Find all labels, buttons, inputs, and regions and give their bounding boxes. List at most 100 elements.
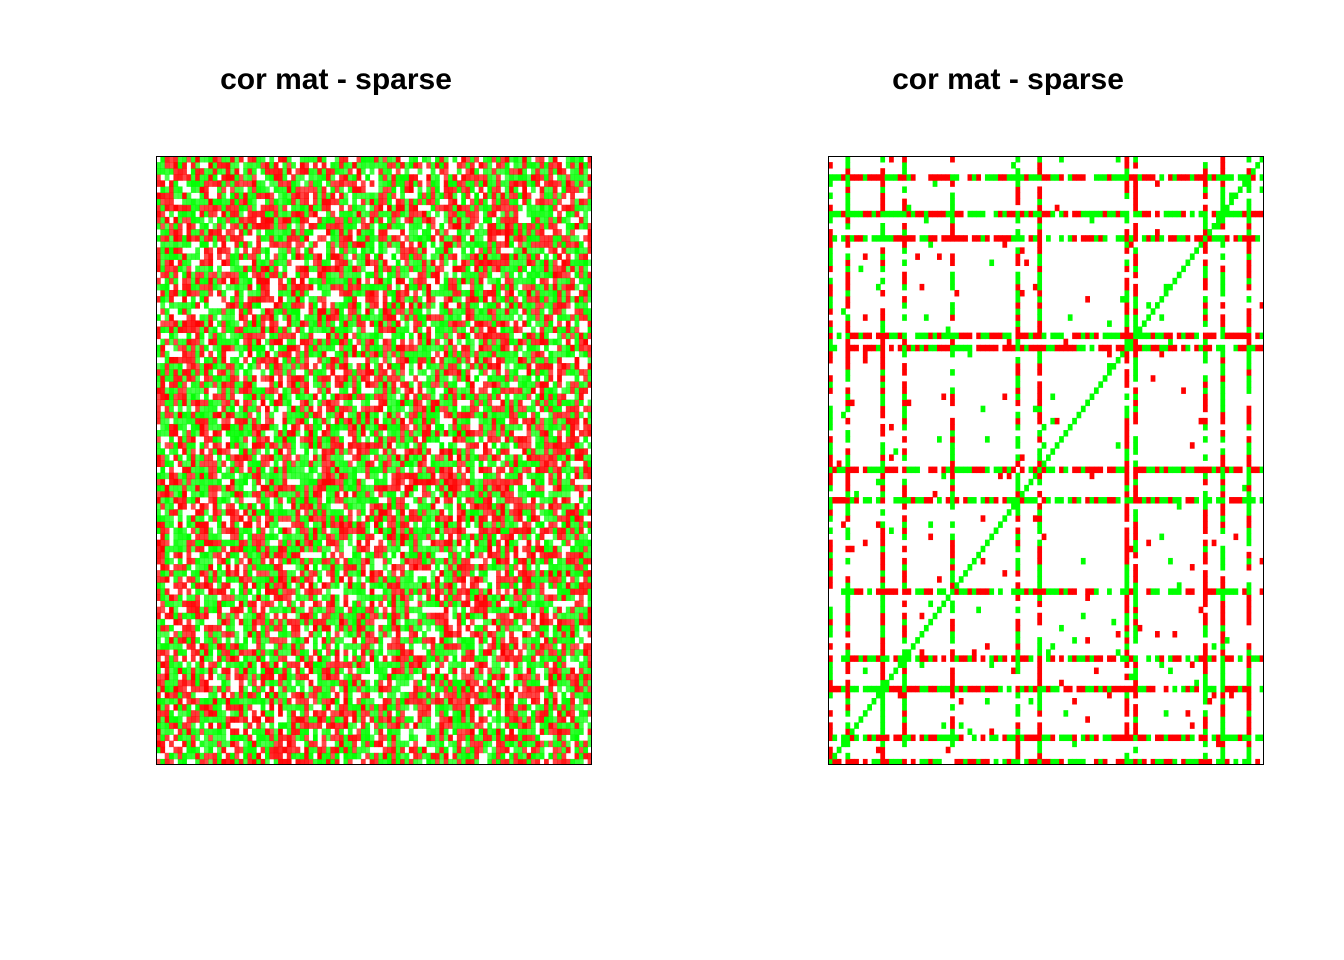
- heatmap-cell: [299, 564, 305, 571]
- heatmap-cell: [496, 734, 501, 742]
- heatmap-cell: [365, 685, 371, 693]
- heatmap-cell: [286, 752, 292, 760]
- heatmap-cell: [522, 734, 527, 742]
- heatmap-cell: [404, 740, 410, 748]
- heatmap-cell: [565, 649, 571, 656]
- heatmap-cell: [199, 698, 205, 705]
- heatmap-cell: [548, 454, 554, 461]
- heatmap-cell: [321, 594, 327, 601]
- heatmap-cell: [469, 484, 475, 492]
- heatmap-cell: [439, 722, 445, 729]
- heatmap-cell: [247, 448, 253, 455]
- heatmap-cell: [365, 527, 371, 534]
- heatmap-cell: [496, 576, 501, 583]
- heatmap-cell: [169, 691, 174, 699]
- heatmap-cell: [565, 436, 571, 443]
- heatmap-cell: [469, 515, 475, 522]
- heatmap-cell: [321, 716, 327, 723]
- heatmap-cell: [278, 667, 283, 675]
- heatmap-cell: [256, 734, 262, 742]
- heatmap-cell: [326, 490, 331, 498]
- heatmap-cell: [483, 716, 488, 723]
- heatmap-cell: [304, 557, 309, 565]
- heatmap-cell: [334, 716, 340, 723]
- heatmap-cell: [578, 509, 584, 516]
- heatmap-cell: [195, 588, 200, 595]
- heatmap-cell: [417, 557, 423, 565]
- heatmap-cell: [574, 509, 580, 516]
- heatmap-cell: [587, 582, 592, 589]
- heatmap-cell: [504, 411, 510, 419]
- heatmap-cell: [312, 430, 318, 437]
- heatmap-cell: [465, 758, 471, 765]
- heatmap-cells: [156, 156, 592, 765]
- heatmap-cell: [360, 746, 366, 754]
- heatmap-cell: [478, 527, 484, 534]
- heatmap-cell: [513, 387, 519, 394]
- heatmap-cell: [391, 728, 397, 735]
- heatmap-cell: [417, 539, 423, 547]
- heatmap-cell: [173, 704, 179, 711]
- heatmap-cell: [312, 564, 318, 571]
- heatmap-cell: [474, 612, 480, 620]
- heatmap-cell: [282, 685, 288, 693]
- heatmap-cell: [387, 430, 392, 437]
- heatmap-cell: [561, 515, 567, 522]
- heatmap-plot-left: [156, 156, 592, 765]
- heatmap-cell: [417, 758, 423, 765]
- heatmap-cell: [343, 704, 349, 711]
- heatmap-cell: [217, 564, 222, 571]
- heatmap-cell: [491, 637, 497, 644]
- heatmap-cell: [212, 698, 218, 705]
- heatmap-cell: [326, 466, 331, 474]
- heatmap-cell: [513, 655, 519, 662]
- heatmap-cell: [243, 472, 248, 480]
- heatmap-cell: [169, 515, 174, 522]
- heatmap-cell: [369, 631, 375, 638]
- heatmap-cell: [395, 679, 401, 687]
- heatmap-cell: [330, 466, 336, 474]
- heatmap-cell: [483, 661, 488, 668]
- heatmap-cell: [256, 557, 262, 565]
- heatmap-cell: [190, 576, 196, 583]
- heatmap-cell: [347, 411, 353, 419]
- heatmap-cell: [530, 649, 536, 656]
- heatmap-cell: [321, 618, 327, 626]
- heatmap-cell: [561, 710, 567, 717]
- heatmap-cell: [317, 600, 323, 608]
- heatmap-cell: [413, 533, 418, 541]
- heatmap-cell: [304, 673, 309, 681]
- heatmap-cell: [526, 503, 532, 510]
- heatmap-cell: [387, 442, 392, 449]
- heatmap-cell: [487, 600, 493, 608]
- heatmap-cell: [539, 545, 545, 553]
- heatmap-cell: [334, 490, 340, 498]
- heatmap-cell: [456, 539, 462, 547]
- heatmap-cell: [557, 411, 562, 419]
- heatmap-cell: [173, 734, 179, 742]
- heatmap-cell: [199, 460, 205, 467]
- heatmap-cell: [421, 704, 427, 711]
- heatmap-cell: [195, 758, 200, 765]
- heatmap-cell: [382, 606, 388, 614]
- heatmap-cell: [251, 564, 257, 571]
- heatmap-cell: [548, 460, 554, 467]
- heatmap-cell: [217, 466, 222, 474]
- heatmap-cell: [225, 661, 231, 668]
- heatmap-cell: [417, 393, 423, 400]
- heatmap-cell: [212, 685, 218, 693]
- heatmap-cell: [483, 618, 488, 626]
- heatmap-cell: [190, 655, 196, 662]
- heatmap-cell: [212, 637, 218, 644]
- heatmap-cell: [465, 436, 471, 443]
- heatmap-cell: [565, 637, 571, 644]
- heatmap-cell: [382, 746, 388, 754]
- heatmap-cell: [217, 442, 222, 449]
- heatmap-cell: [334, 509, 340, 516]
- heatmap-cell: [504, 478, 510, 486]
- heatmap-cell: [461, 557, 466, 565]
- heatmap-cell: [509, 417, 514, 425]
- heatmap-cell: [299, 691, 305, 699]
- heatmap-cell: [217, 740, 222, 748]
- heatmap-cell: [269, 698, 275, 705]
